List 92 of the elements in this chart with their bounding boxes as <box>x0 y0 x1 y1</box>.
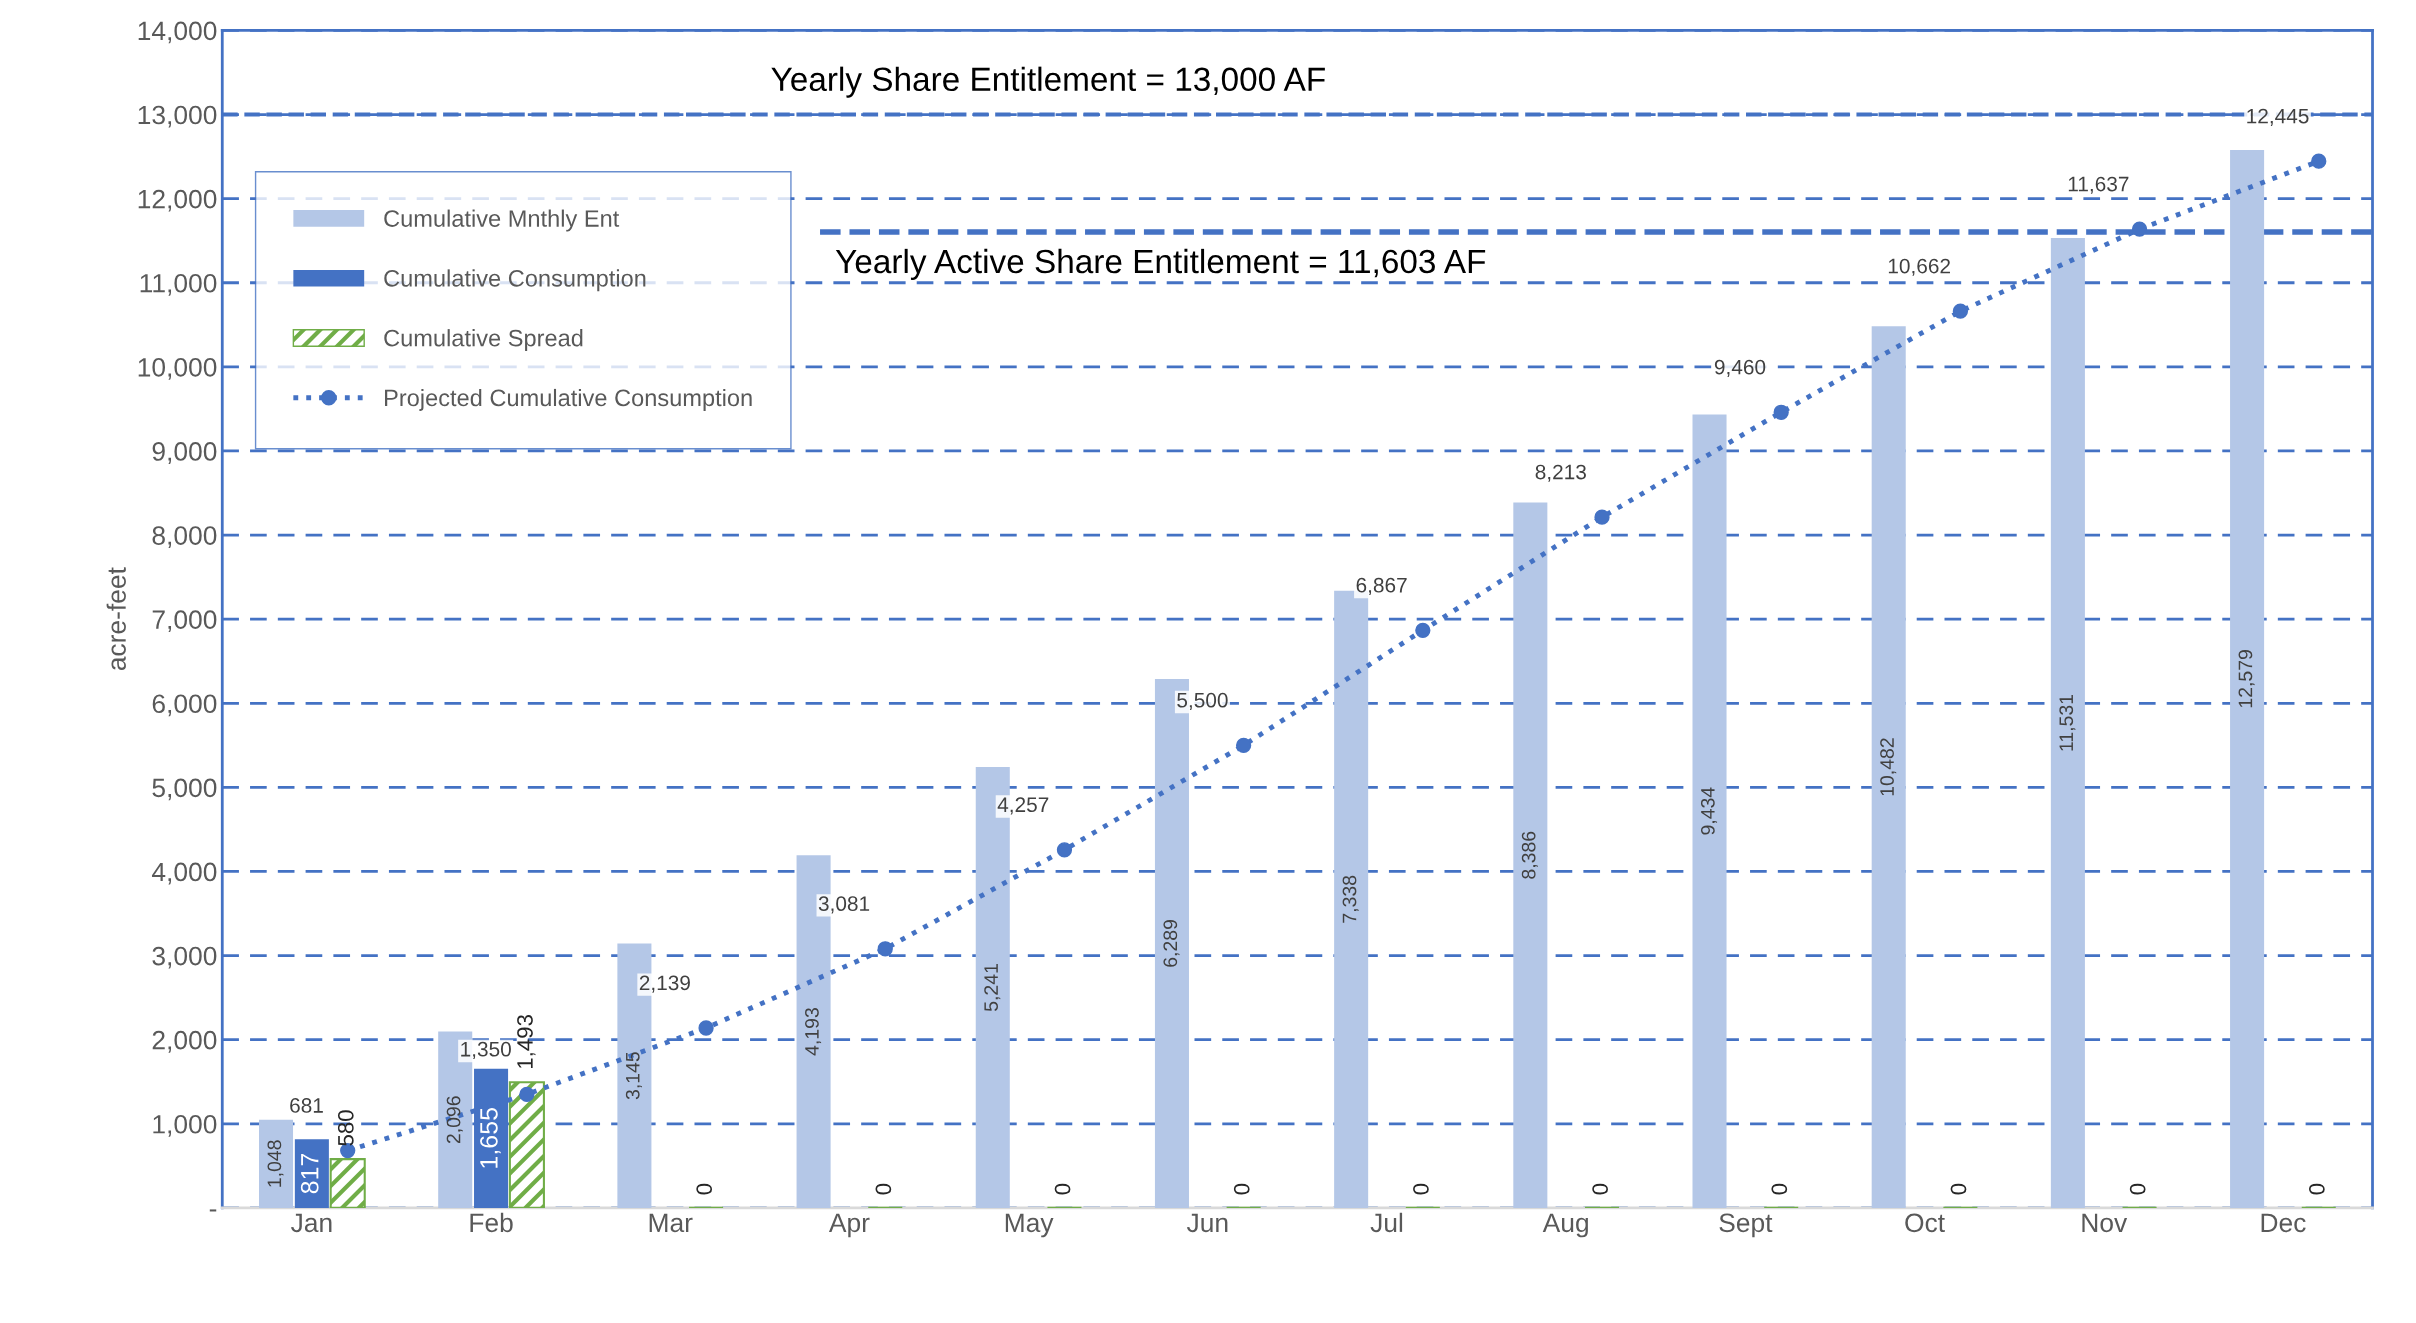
x-tick-label: Nov <box>2082 1213 2128 1233</box>
data-label: 580 <box>337 1110 354 1146</box>
data-label: 5,500 <box>1177 692 1228 711</box>
data-label: 0 <box>1054 1183 1071 1195</box>
point <box>877 941 893 957</box>
data-label: 0 <box>2129 1183 2146 1195</box>
data-label: 6,867 <box>1356 577 1407 596</box>
bar <box>1692 414 1727 1208</box>
data-label: 1,048 <box>267 1140 284 1187</box>
point <box>698 1020 714 1036</box>
point <box>1594 509 1610 525</box>
data-label: 11,637 <box>2068 176 2129 194</box>
x-tick-label: May <box>1005 1213 1054 1238</box>
x-tick-label: Aug <box>1542 1213 1588 1238</box>
data-label: 3,081 <box>818 896 870 914</box>
x-tick-label: Oct <box>1905 1213 1945 1233</box>
x-tick-label: Jul <box>1370 1212 1403 1233</box>
data-label: 12,579 <box>2238 650 2255 708</box>
data-label: 1,655 <box>480 1108 501 1168</box>
data-label: 9,434 <box>1700 787 1718 835</box>
y-tick-label: 10,000 <box>138 357 217 380</box>
x-tick-label: Jan <box>291 1213 332 1233</box>
y-tick-label: 5,000 <box>152 778 217 801</box>
data-label: 0 <box>1592 1183 1608 1195</box>
ref-line-label: Yearly Share Entitlement = 13,000 AF <box>771 66 1325 98</box>
x-tick-label: Mar <box>649 1213 693 1233</box>
data-label: 681 <box>290 1098 323 1113</box>
bar <box>2230 149 2265 1208</box>
y-tick-label: 6,000 <box>152 694 217 717</box>
y-tick-label: 11,000 <box>140 273 217 296</box>
bar <box>1871 326 1906 1208</box>
x-tick-label: Jun <box>1186 1213 1228 1233</box>
point <box>2311 153 2327 169</box>
legend-label: Projected Cumulative Consumption <box>385 388 752 411</box>
data-label: 11,531 <box>2059 694 2076 751</box>
data-label: 1,350 <box>461 1041 511 1060</box>
y-tick-label: 14,000 <box>138 21 217 44</box>
bar <box>329 1158 366 1208</box>
data-label: 3,145 <box>625 1052 642 1100</box>
x-tick-label: Dec <box>2261 1213 2306 1233</box>
data-label: 12,445 <box>2247 108 2309 126</box>
y-tick-label: 9,000 <box>152 442 217 464</box>
bar <box>508 1081 545 1208</box>
data-label: 1,493 <box>517 1015 536 1069</box>
ref-line-label: Yearly Active Share Entitlement = 11,603 AF <box>835 248 1486 280</box>
data-label: 8,213 <box>1535 464 1586 482</box>
legend-label: Cumulative Mnthly Ent <box>384 209 620 232</box>
data-label: 0 <box>1413 1183 1429 1195</box>
data-label: 7,338 <box>1342 875 1359 923</box>
point <box>1056 842 1073 858</box>
x-tick-label: Sept <box>1719 1213 1773 1238</box>
bar <box>1513 502 1548 1208</box>
y-tick-label: - <box>209 1209 217 1212</box>
point <box>1952 303 1969 319</box>
data-label: 0 <box>1950 1183 1967 1195</box>
data-label: 0 <box>696 1183 713 1195</box>
bar <box>2050 238 2085 1208</box>
data-label: 817 <box>300 1153 319 1194</box>
y-tick-label: 7,000 <box>152 610 217 633</box>
y-tick-label: 13,000 <box>138 105 217 128</box>
data-label: 8,386 <box>1521 831 1538 879</box>
point <box>2131 221 2148 237</box>
point <box>1235 737 1252 753</box>
bar <box>294 1139 329 1208</box>
y-tick-label: 8,000 <box>152 526 217 548</box>
point <box>1773 404 1789 420</box>
data-label: 0 <box>2308 1183 2325 1195</box>
legend-label: Cumulative Consumption <box>384 269 646 292</box>
y-tick-label: 12,000 <box>138 189 217 212</box>
bar <box>259 1119 294 1208</box>
data-label: 4,257 <box>997 797 1049 815</box>
data-label: 10,662 <box>1888 258 1950 276</box>
data-label: 0 <box>1233 1183 1250 1195</box>
point <box>519 1086 535 1102</box>
y-tick-label: 4,000 <box>151 862 217 885</box>
data-label: 6,289 <box>1163 920 1180 967</box>
legend-label: Cumulative Spread <box>384 329 583 352</box>
data-label: 0 <box>1771 1183 1788 1195</box>
data-label: 9,460 <box>1714 359 1766 377</box>
x-tick-label: Apr <box>828 1213 870 1238</box>
y-tick-label: 1,000 <box>153 1114 217 1137</box>
data-label: 2,139 <box>639 975 690 993</box>
y-axis-title: acre-feet <box>106 567 126 671</box>
data-label: 4,193 <box>805 1008 822 1056</box>
point <box>1415 622 1431 638</box>
data-label: 5,241 <box>984 964 1001 1012</box>
y-tick-label: 3,000 <box>152 946 217 969</box>
data-label: 10,482 <box>1880 738 1897 796</box>
x-tick-label: Feb <box>470 1212 513 1233</box>
data-label: 0 <box>875 1183 892 1195</box>
data-label: 2,096 <box>446 1096 463 1144</box>
y-tick-label: 2,000 <box>152 1030 217 1053</box>
